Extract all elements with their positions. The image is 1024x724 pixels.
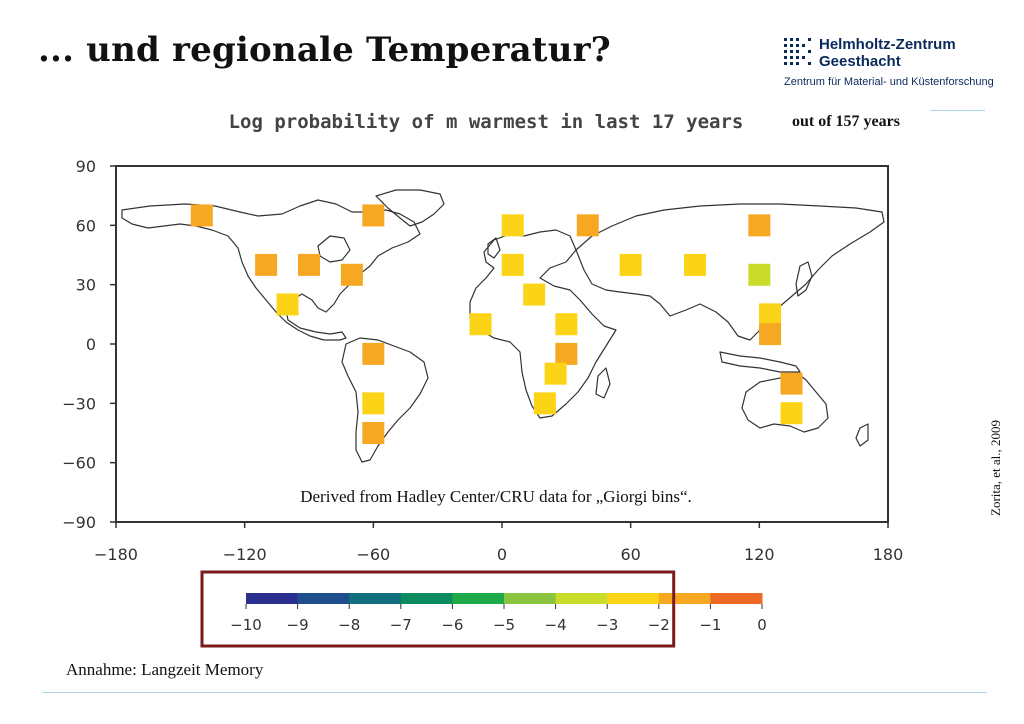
- data-points: [190, 204, 803, 444]
- region-marker: [780, 372, 803, 395]
- region-marker: [362, 204, 385, 227]
- x-tick-label: 120: [744, 545, 775, 564]
- region-marker: [544, 362, 567, 385]
- colorbar-tick-label: −2: [648, 616, 670, 634]
- hudson-bay-outline: [317, 235, 351, 263]
- europe-africa-outline: [469, 229, 617, 419]
- colorbar-segment: [349, 593, 402, 604]
- uk-outline: [487, 237, 501, 259]
- x-tick-label: 180: [873, 545, 904, 564]
- colorbar-segment: [297, 593, 350, 604]
- y-tick-label: 0: [86, 335, 96, 354]
- region-marker: [759, 303, 782, 326]
- citation: Zorita, et al., 2009: [988, 419, 1003, 516]
- new-zealand-outline: [855, 423, 869, 447]
- x-tick-label: 0: [497, 545, 507, 564]
- asia-outline: [575, 203, 885, 341]
- slide-caption: Annahme: Langzeit Memory: [66, 660, 264, 679]
- logo-name-line2: Geesthacht: [819, 53, 901, 70]
- y-tick-label: 90: [76, 157, 96, 176]
- chart-title: Log probability of m warmest in last 17 …: [229, 111, 744, 133]
- region-marker: [555, 313, 578, 336]
- greenland-outline: [375, 189, 445, 227]
- x-tick-label: −180: [94, 545, 138, 564]
- indonesia-outline: [719, 351, 801, 373]
- logo-name-line1: Helmholtz-Zentrum: [819, 36, 956, 53]
- japan-outline: [795, 261, 813, 297]
- region-marker: [362, 422, 385, 444]
- colorbar-segment: [710, 593, 763, 604]
- region-marker: [684, 253, 706, 276]
- footer-rule: [42, 692, 987, 693]
- logo-name: Helmholtz-Zentrum Geesthacht: [819, 36, 956, 70]
- madagascar-outline: [595, 367, 611, 399]
- colorbar-tick-label: −6: [441, 616, 463, 634]
- region-marker: [619, 253, 642, 276]
- slide-title: ... und regionale Temperatur?: [38, 30, 611, 70]
- header-rule: [930, 110, 985, 111]
- region-marker: [748, 263, 771, 286]
- y-tick-label: −90: [62, 513, 96, 532]
- region-marker: [759, 323, 782, 346]
- colorbar-tick-label: −4: [545, 616, 567, 634]
- logo-dot-grid-icon: [784, 38, 814, 66]
- x-tick-label: 60: [620, 545, 640, 564]
- region-marker: [576, 214, 599, 237]
- colorbar-segment: [504, 593, 557, 604]
- colorbar-tick-label: −7: [390, 616, 412, 634]
- region-marker: [555, 342, 578, 365]
- y-tick-label: −60: [62, 454, 96, 473]
- region-marker: [501, 253, 524, 276]
- chart-annotation: Derived from Hadley Center/CRU data for …: [300, 487, 692, 506]
- axis-ticks: 90 60 30 0 −30 −60 −90 −180 −120 −60 0 60 120 180: [62, 157, 903, 564]
- colorbar-tick-label: −1: [699, 616, 721, 634]
- colorbar-tick-label: −10: [230, 616, 262, 634]
- region-marker: [276, 293, 299, 316]
- colorbar-tick-label: −5: [493, 616, 515, 634]
- colorbar-tick-label: −3: [596, 616, 618, 634]
- region-marker: [362, 392, 385, 415]
- y-tick-label: −30: [62, 394, 96, 413]
- colorbar-tick-label: −9: [287, 616, 309, 634]
- colorbar-tick-label: 0: [757, 616, 767, 634]
- region-marker: [298, 253, 320, 276]
- colorbar-segment: [658, 593, 711, 604]
- logo-subtitle: Zentrum für Material- und Küstenforschun…: [784, 76, 994, 88]
- y-tick-label: 30: [76, 276, 96, 295]
- colorbar: −10 −9 −8 −7 −6 −5 −4 −3 −2 −1 0: [200, 570, 767, 648]
- region-marker: [533, 392, 556, 415]
- region-marker: [501, 214, 524, 237]
- colorbar-tick-label: −8: [338, 616, 360, 634]
- region-marker: [190, 204, 213, 227]
- y-tick-label: 60: [76, 216, 96, 235]
- south-america-outline: [341, 337, 429, 463]
- chart-title-addendum: out of 157 years: [792, 113, 900, 130]
- colorbar-segment: [555, 593, 608, 604]
- colorbar-segment: [246, 593, 299, 604]
- region-marker: [362, 342, 385, 365]
- colorbar-segment: [400, 593, 453, 604]
- region-marker: [780, 402, 803, 425]
- colorbar-segment: [607, 593, 660, 604]
- region-marker: [523, 283, 546, 306]
- helmholtz-logo: Helmholtz-Zentrum Geesthacht Zentrum für…: [784, 36, 994, 96]
- colorbar-highlight-box: [200, 570, 676, 648]
- x-tick-label: −60: [356, 545, 390, 564]
- region-marker: [255, 253, 278, 276]
- x-tick-label: −120: [223, 545, 267, 564]
- region-marker: [340, 263, 363, 286]
- region-marker: [469, 313, 492, 336]
- colorbar-segment: [452, 593, 505, 604]
- region-marker: [748, 214, 771, 237]
